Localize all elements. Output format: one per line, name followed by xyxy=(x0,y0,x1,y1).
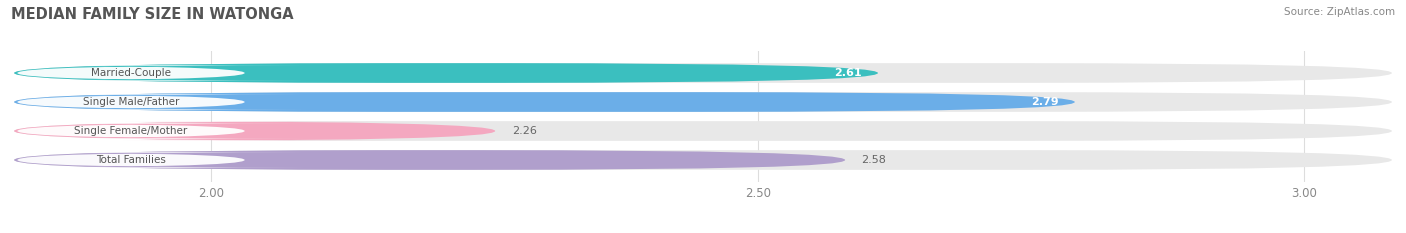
FancyBboxPatch shape xyxy=(0,123,308,139)
Text: Single Female/Mother: Single Female/Mother xyxy=(75,126,187,136)
FancyBboxPatch shape xyxy=(14,63,877,83)
Text: Single Male/Father: Single Male/Father xyxy=(83,97,179,107)
Text: 2.26: 2.26 xyxy=(512,126,537,136)
Text: Total Families: Total Families xyxy=(96,155,166,165)
Text: MEDIAN FAMILY SIZE IN WATONGA: MEDIAN FAMILY SIZE IN WATONGA xyxy=(11,7,294,22)
Text: Source: ZipAtlas.com: Source: ZipAtlas.com xyxy=(1284,7,1395,17)
FancyBboxPatch shape xyxy=(0,94,308,110)
FancyBboxPatch shape xyxy=(14,92,1074,112)
FancyBboxPatch shape xyxy=(14,121,495,141)
FancyBboxPatch shape xyxy=(14,92,1392,112)
Text: Married-Couple: Married-Couple xyxy=(91,68,172,78)
Text: 2.79: 2.79 xyxy=(1031,97,1059,107)
FancyBboxPatch shape xyxy=(0,152,308,168)
FancyBboxPatch shape xyxy=(14,150,845,170)
Text: 2.58: 2.58 xyxy=(862,155,886,165)
FancyBboxPatch shape xyxy=(0,65,308,81)
FancyBboxPatch shape xyxy=(14,150,1392,170)
FancyBboxPatch shape xyxy=(14,121,1392,141)
FancyBboxPatch shape xyxy=(14,63,1392,83)
Text: 2.61: 2.61 xyxy=(834,68,862,78)
